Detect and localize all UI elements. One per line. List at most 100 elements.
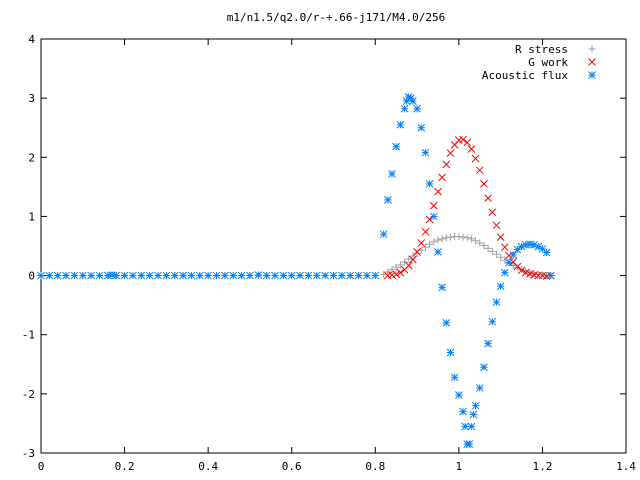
legend-label: R stress bbox=[515, 43, 568, 56]
data-point bbox=[112, 271, 121, 280]
data-point bbox=[338, 271, 346, 280]
data-point bbox=[254, 271, 263, 279]
legend-label: G work bbox=[528, 56, 568, 69]
data-point bbox=[129, 271, 137, 280]
data-point bbox=[262, 271, 271, 280]
data-point bbox=[488, 208, 497, 217]
data-point bbox=[237, 271, 246, 280]
data-point bbox=[409, 97, 417, 105]
data-point bbox=[62, 271, 70, 280]
data-point bbox=[542, 248, 551, 257]
data-point bbox=[488, 247, 496, 255]
plot-frame bbox=[40, 38, 627, 454]
data-point bbox=[459, 233, 467, 241]
data-point bbox=[425, 215, 434, 224]
x-tick-label: 0.6 bbox=[282, 460, 302, 473]
data-point bbox=[388, 169, 396, 178]
data-point bbox=[438, 173, 446, 182]
x-tick-label: 0.2 bbox=[115, 460, 135, 473]
data-point bbox=[480, 180, 488, 188]
y-tick-label: -3 bbox=[22, 447, 35, 460]
data-point bbox=[417, 239, 426, 247]
data-point bbox=[392, 270, 401, 279]
data-point bbox=[446, 149, 455, 157]
data-point bbox=[45, 271, 54, 280]
data-point bbox=[154, 271, 162, 280]
axes: 0 0.2 0.4 0.6 0.8 1 1.2 1.4 -3 -2 -1 0 1 2 3 4 bbox=[22, 33, 637, 473]
data-point bbox=[120, 271, 129, 280]
y-tick-label: -2 bbox=[22, 388, 35, 401]
data-point bbox=[396, 120, 405, 129]
data-point bbox=[434, 248, 442, 256]
data-point bbox=[471, 401, 480, 410]
legend-marker bbox=[588, 71, 596, 79]
x-tick-label: 0.8 bbox=[365, 460, 385, 473]
y-tick-label: 1 bbox=[28, 210, 35, 223]
data-point bbox=[461, 422, 469, 431]
data-point bbox=[426, 240, 434, 248]
data-point bbox=[195, 271, 204, 280]
data-point bbox=[505, 258, 513, 267]
data-point bbox=[221, 271, 229, 280]
legend-label: Acoustic flux bbox=[482, 69, 568, 82]
data-point bbox=[137, 271, 146, 280]
data-point bbox=[78, 271, 87, 280]
data-point bbox=[429, 212, 438, 221]
series-g-work bbox=[383, 135, 555, 281]
data-point bbox=[392, 142, 401, 151]
data-point bbox=[204, 271, 212, 280]
data-point bbox=[37, 271, 45, 280]
data-point bbox=[87, 271, 95, 280]
y-tick-label: 3 bbox=[28, 92, 35, 105]
data-point bbox=[392, 263, 400, 271]
data-point bbox=[434, 187, 442, 196]
data-point bbox=[396, 268, 405, 277]
data-point bbox=[354, 271, 363, 280]
data-point bbox=[546, 271, 555, 280]
data-point bbox=[179, 271, 187, 280]
data-point bbox=[484, 244, 492, 252]
data-point bbox=[480, 363, 488, 372]
data-point bbox=[53, 271, 62, 280]
data-point bbox=[187, 271, 196, 280]
data-point bbox=[467, 145, 476, 153]
data-point bbox=[417, 123, 426, 132]
data-point bbox=[459, 407, 467, 416]
data-point bbox=[430, 238, 438, 246]
x-tick-label: 0 bbox=[38, 460, 45, 473]
data-point bbox=[509, 251, 518, 259]
series-acoustic-flux bbox=[37, 93, 555, 448]
data-point bbox=[447, 233, 454, 241]
data-point bbox=[472, 237, 480, 245]
data-point bbox=[409, 252, 417, 260]
data-point bbox=[438, 235, 446, 243]
data-point bbox=[379, 230, 388, 239]
data-point bbox=[413, 104, 421, 113]
data-point bbox=[170, 271, 179, 280]
data-point bbox=[463, 138, 472, 147]
data-point bbox=[438, 283, 446, 292]
plot-marks bbox=[37, 93, 555, 448]
y-tick-label: -1 bbox=[22, 329, 35, 342]
y-tick-label: 2 bbox=[28, 151, 35, 164]
data-point bbox=[480, 241, 488, 249]
data-point bbox=[405, 255, 413, 263]
y-tick-label: 0 bbox=[28, 270, 35, 283]
x-tick-label: 1.4 bbox=[616, 460, 636, 473]
data-point bbox=[484, 194, 492, 202]
data-point bbox=[442, 234, 450, 242]
data-point bbox=[388, 266, 396, 274]
data-point bbox=[409, 255, 417, 264]
data-point bbox=[463, 234, 471, 242]
data-point bbox=[246, 271, 254, 280]
data-point bbox=[384, 268, 392, 276]
data-point bbox=[455, 233, 463, 241]
data-point bbox=[271, 271, 279, 280]
data-point bbox=[404, 261, 413, 270]
data-point bbox=[145, 271, 154, 280]
data-point bbox=[425, 180, 434, 188]
data-point bbox=[467, 235, 475, 243]
data-point bbox=[475, 384, 484, 392]
data-point bbox=[467, 422, 476, 431]
